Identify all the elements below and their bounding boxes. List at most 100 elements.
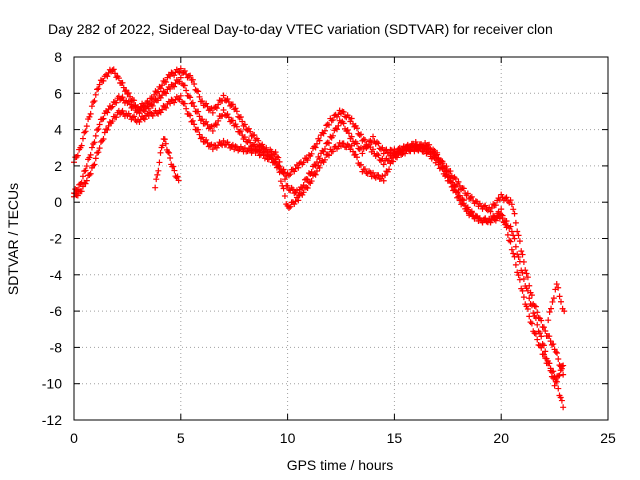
data-point	[207, 124, 214, 131]
data-point	[467, 194, 474, 201]
data-point	[446, 177, 453, 184]
data-point	[523, 270, 530, 277]
data-point	[208, 141, 215, 148]
data-point	[402, 150, 409, 157]
data-point	[233, 123, 240, 130]
data-point	[241, 121, 248, 128]
data-point	[177, 65, 184, 72]
y-tick-label: -4	[50, 267, 63, 283]
y-tick-label: -8	[50, 339, 63, 355]
data-point	[88, 144, 95, 151]
data-point	[342, 113, 349, 120]
data-point	[415, 147, 422, 154]
data-point	[94, 86, 101, 93]
data-point	[335, 122, 342, 129]
data-point	[167, 100, 174, 107]
data-point	[224, 95, 231, 102]
data-point	[163, 90, 170, 97]
data-point	[515, 232, 522, 239]
data-point	[78, 142, 85, 149]
data-point	[464, 190, 471, 197]
data-point	[348, 133, 355, 140]
data-point	[196, 131, 203, 138]
x-tick-label: 20	[493, 430, 509, 446]
data-point	[412, 142, 419, 149]
data-point	[516, 276, 523, 283]
data-point	[308, 178, 315, 185]
data-point	[276, 169, 283, 176]
data-point	[79, 173, 86, 180]
data-point	[430, 153, 437, 160]
data-point	[157, 109, 164, 116]
data-point	[394, 154, 401, 161]
data-point	[195, 108, 202, 115]
data-point	[520, 275, 527, 282]
data-point	[285, 204, 292, 211]
data-point	[291, 190, 298, 197]
data-point	[512, 219, 519, 226]
data-point	[207, 105, 214, 112]
data-point	[125, 110, 132, 117]
data-point	[152, 184, 159, 191]
data-point	[492, 202, 499, 209]
series-branch-e	[545, 281, 568, 324]
data-point	[161, 89, 168, 96]
data-point	[512, 261, 519, 268]
data-point	[516, 258, 523, 265]
data-point	[447, 168, 454, 175]
data-point	[175, 177, 182, 184]
y-tick-label: 0	[54, 194, 62, 210]
data-point	[299, 185, 306, 192]
data-point	[492, 217, 499, 224]
data-point	[348, 142, 355, 149]
data-point	[247, 128, 254, 135]
data-point	[344, 126, 351, 133]
data-point	[91, 97, 98, 104]
data-point	[538, 317, 545, 324]
data-point	[352, 151, 359, 158]
data-point	[452, 175, 459, 182]
data-point	[91, 161, 98, 168]
data-point	[95, 85, 102, 92]
data-point	[340, 120, 347, 127]
data-point	[422, 146, 429, 153]
data-point	[109, 103, 116, 110]
grid	[74, 57, 608, 420]
data-point	[554, 350, 561, 357]
data-point	[125, 89, 132, 96]
data-point	[281, 192, 288, 199]
data-point	[216, 97, 223, 104]
data-point	[90, 99, 97, 106]
data-point	[468, 209, 475, 216]
data-point	[354, 140, 361, 147]
data-point	[109, 67, 116, 74]
data-point	[304, 185, 311, 192]
data-point	[351, 123, 358, 130]
data-point	[212, 121, 219, 128]
data-point	[232, 143, 239, 150]
data-point	[183, 105, 190, 112]
data-point	[549, 298, 556, 305]
data-point	[550, 375, 557, 382]
data-point	[228, 101, 235, 108]
data-point	[474, 213, 481, 220]
data-point	[83, 163, 90, 170]
data-point	[213, 121, 220, 128]
data-point	[253, 147, 260, 154]
series-track-c	[71, 92, 567, 389]
data-point	[90, 162, 97, 169]
data-point	[555, 385, 562, 392]
data-point	[542, 327, 549, 334]
data-point	[534, 309, 541, 316]
data-point	[340, 140, 347, 147]
data-point	[304, 157, 311, 164]
data-point	[131, 97, 138, 104]
data-point	[555, 284, 562, 291]
data-point	[495, 212, 502, 219]
data-point	[87, 151, 94, 158]
data-point	[458, 186, 465, 193]
data-point	[233, 108, 240, 115]
data-point	[434, 151, 441, 158]
data-point	[300, 189, 307, 196]
x-tick-label: 25	[600, 430, 616, 446]
